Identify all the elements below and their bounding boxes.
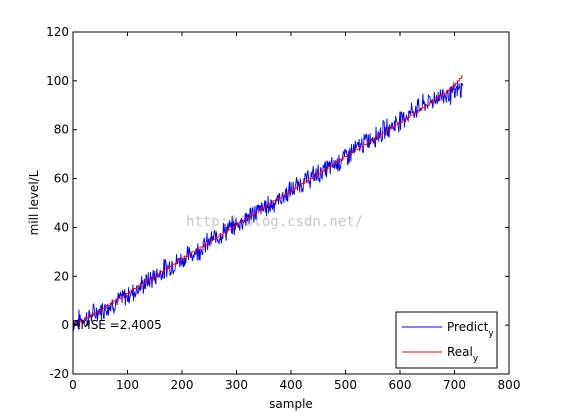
y-tick-label: 100 (46, 74, 69, 88)
x-tick-label: 800 (498, 378, 521, 392)
x-tick-label: 0 (69, 378, 77, 392)
y-tick-label: 80 (54, 123, 69, 137)
y-tick-label: 0 (61, 318, 69, 332)
legend-subscript-real: y (473, 354, 479, 364)
x-tick-label: 300 (225, 378, 248, 392)
series-layer (72, 75, 464, 331)
x-axis-label: sample (269, 397, 313, 411)
y-tick-label: 20 (54, 269, 69, 283)
x-tick-label: 200 (171, 378, 194, 392)
ticks-layer: 0 100 200 300 400 500 600 700 800-20020406080100… (46, 25, 520, 392)
legend-label-real: Real (447, 345, 473, 359)
x-tick-label: 600 (389, 378, 412, 392)
rmse-annotation: RMSE =2.4005 (72, 318, 162, 332)
series-predict-line (72, 81, 464, 331)
y-tick-label: -20 (49, 367, 69, 381)
legend-entry-real: Realy (447, 345, 479, 364)
x-tick-label: 400 (280, 378, 303, 392)
y-tick-label: 120 (46, 25, 69, 39)
legend-entry-predict: Predicty (447, 320, 494, 339)
y-tick-label: 40 (54, 220, 69, 234)
x-tick-label: 500 (334, 378, 357, 392)
legend-subscript-predict: y (488, 329, 494, 339)
watermark-text: http://blog.csdn.net/ (186, 214, 363, 230)
series-real-line (73, 75, 463, 326)
y-axis-label: mill level/L (27, 170, 41, 235)
legend-box (395, 311, 498, 369)
legend-label-predict: Predict (447, 320, 489, 334)
x-tick-label: 100 (116, 378, 139, 392)
legend: Predicty Realy (395, 311, 498, 369)
y-tick-label: 60 (54, 172, 69, 186)
x-tick-label: 700 (443, 378, 466, 392)
